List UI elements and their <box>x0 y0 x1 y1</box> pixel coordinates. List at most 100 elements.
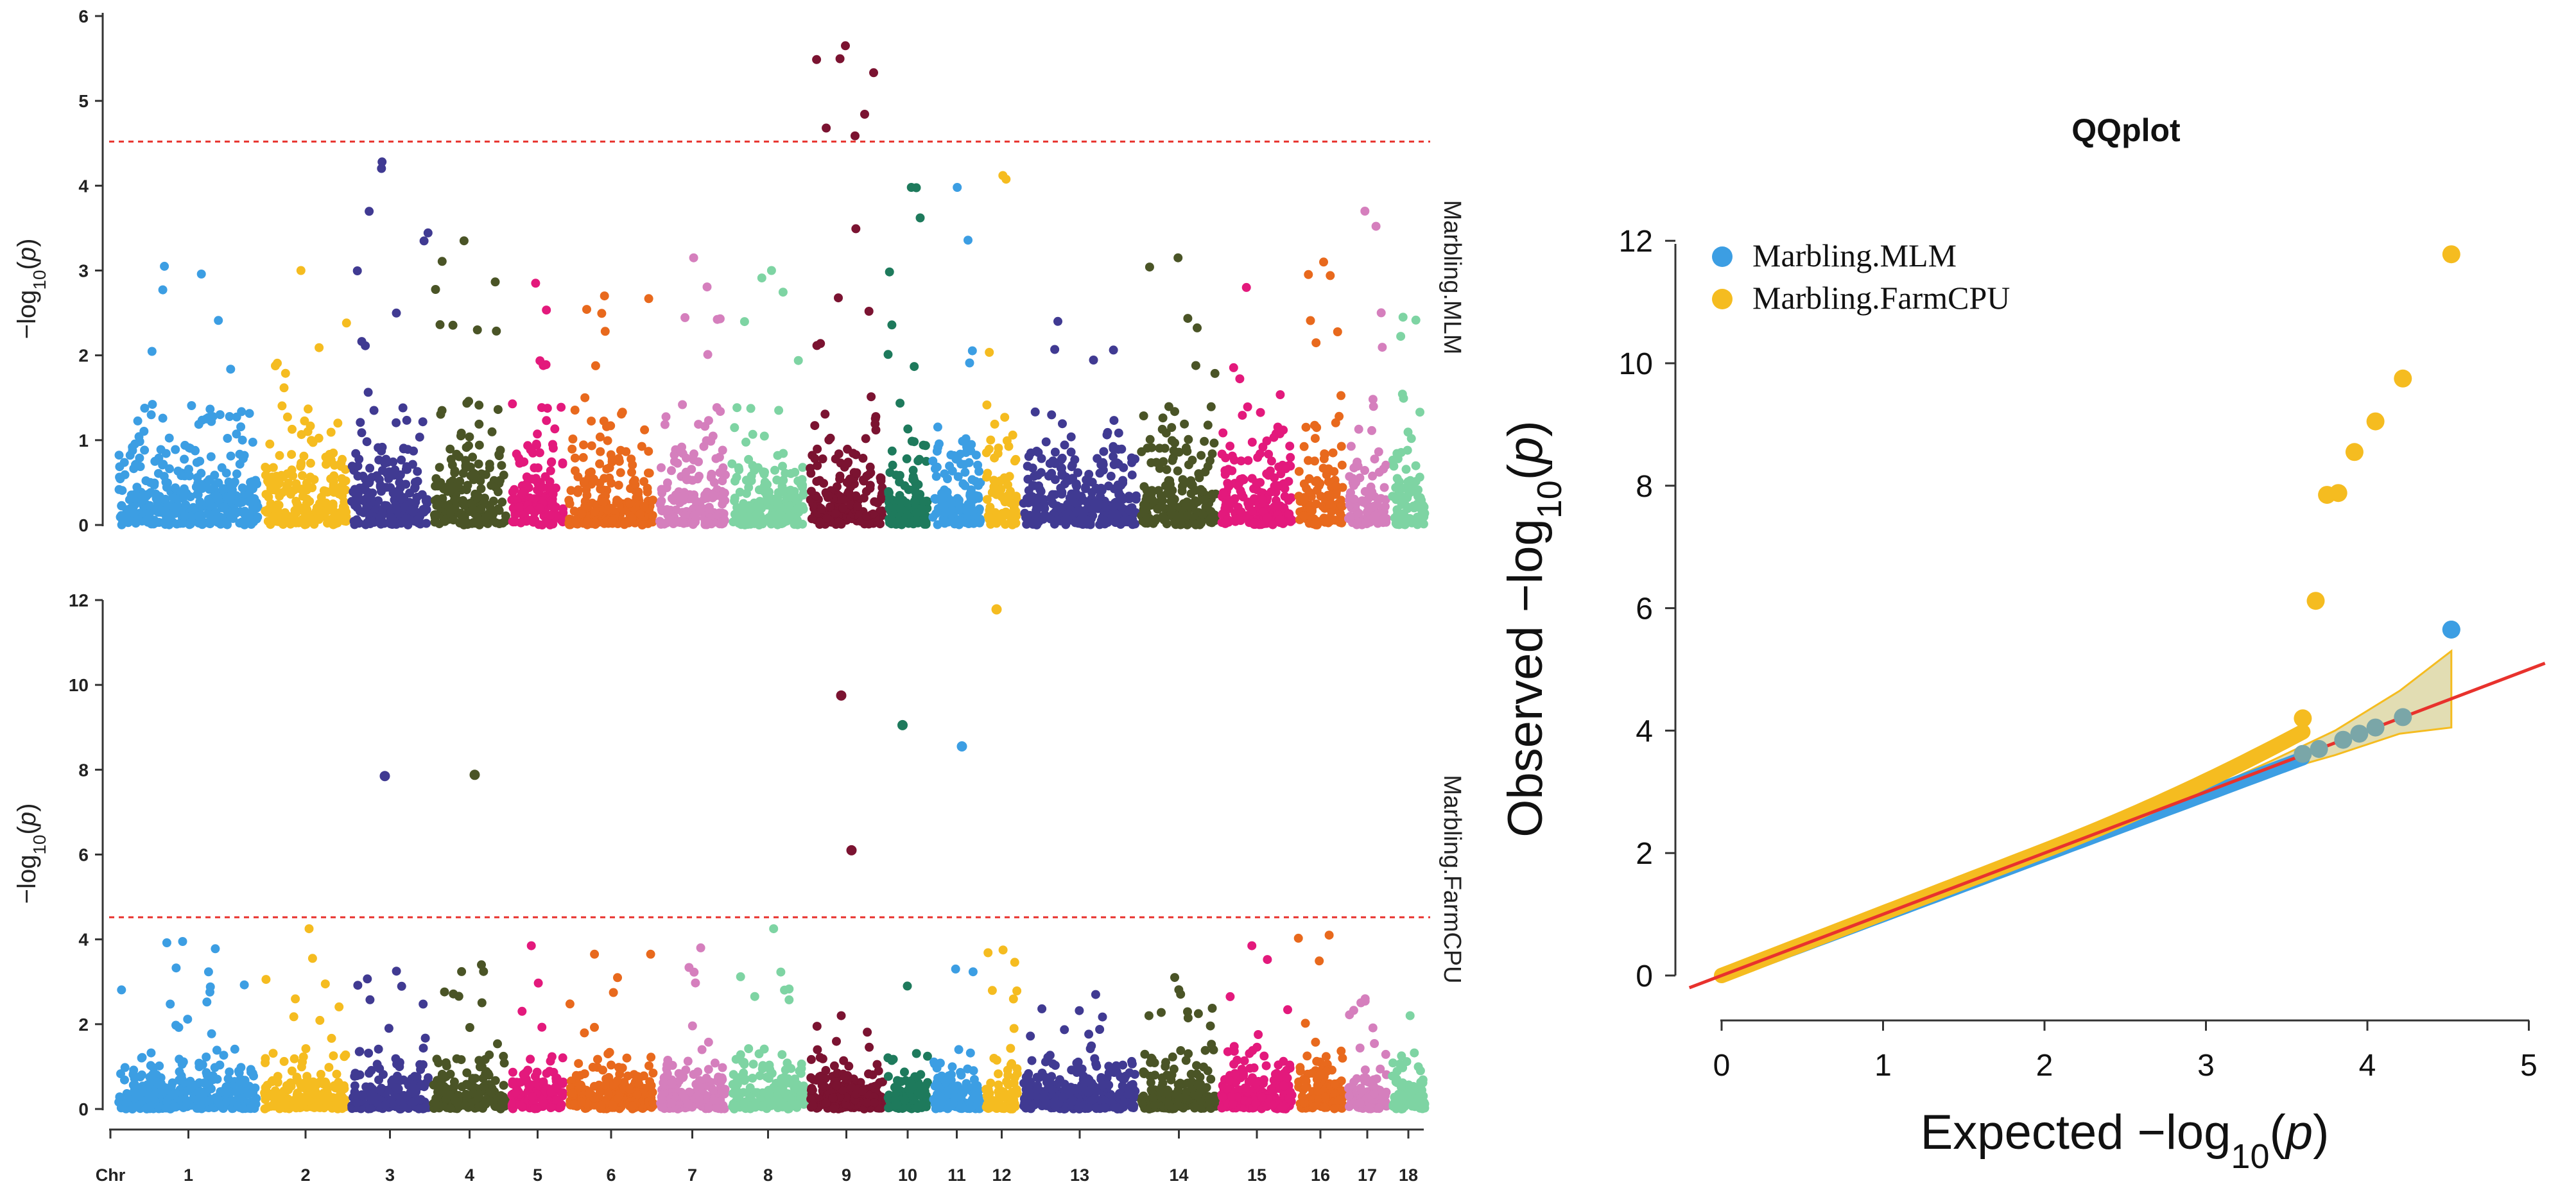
chr-1-point <box>114 451 124 460</box>
chr-5-point <box>548 443 558 453</box>
chr-10-point <box>883 350 893 359</box>
chr-3-point <box>418 417 428 427</box>
chr-1-point <box>123 1097 133 1106</box>
chr-6-point <box>568 434 578 443</box>
chr-15-point <box>1238 411 1247 420</box>
chr-3-point <box>415 433 424 442</box>
chr-7-point <box>657 1103 666 1112</box>
chr-8-point <box>793 356 803 365</box>
chr-8-point <box>779 476 788 485</box>
chr-6-point <box>595 1088 605 1097</box>
chr-9-point <box>861 512 871 521</box>
chr-7-point <box>662 1069 672 1079</box>
chr-9-peak-point <box>841 41 850 51</box>
chr-17-point <box>1378 343 1387 352</box>
chr-1-point <box>162 938 171 947</box>
farmcpu-y-tick-label: 12 <box>69 590 89 610</box>
chr-7-point <box>679 1072 688 1081</box>
chr-5-point <box>542 416 551 426</box>
chr-9-point <box>812 341 822 350</box>
chr-1-point <box>175 1067 184 1076</box>
chr-8-point <box>784 501 794 510</box>
chr-5-point <box>546 1087 556 1097</box>
chr-4-point <box>499 1051 508 1061</box>
chr-8-point <box>770 465 779 475</box>
chr-1-point <box>236 1063 246 1072</box>
chr-10-point <box>900 481 910 490</box>
chr-14-point <box>1170 407 1179 417</box>
chr-7-point <box>707 469 716 479</box>
chr-6-point <box>565 514 575 524</box>
chr-4-point <box>479 1082 488 1092</box>
chr-1-point <box>150 478 159 488</box>
chr-3-point <box>362 503 372 512</box>
chr-9-point <box>834 293 843 303</box>
chr-10-point <box>887 320 897 330</box>
chr-1-point <box>178 519 187 528</box>
chr-4-peak-point <box>459 236 469 246</box>
chr-10-point <box>911 487 921 497</box>
chr-5-point <box>537 1022 547 1032</box>
chr-9-point <box>812 55 822 64</box>
chr-15-point <box>1238 474 1247 483</box>
chr-2-point <box>291 994 300 1004</box>
chr-17-point <box>1381 495 1390 504</box>
chr-1-point <box>144 509 154 519</box>
chr-9-point <box>877 492 886 501</box>
chr-4-point <box>429 510 439 520</box>
chr-8-point <box>731 1078 741 1087</box>
chr-4-point <box>440 517 450 526</box>
chr-13-point <box>1068 460 1077 470</box>
chr-4-point <box>434 1084 444 1093</box>
chr-4-point <box>440 987 449 997</box>
chr-1-point <box>159 460 168 469</box>
chr-8-point <box>739 1076 749 1085</box>
chr-1-point <box>225 412 234 421</box>
chr-4-point <box>474 440 484 450</box>
chr-15-point <box>1236 456 1246 466</box>
chr-4-point <box>481 470 490 479</box>
chr-3-point <box>397 981 406 991</box>
chr-3-point <box>392 1071 402 1081</box>
chr-8-point <box>777 1079 786 1088</box>
chr-4-point <box>454 452 464 461</box>
chr-6-point <box>619 520 629 529</box>
chr-2-point <box>279 520 288 529</box>
chr-6-point <box>578 452 588 462</box>
chr-8-point <box>781 1101 790 1111</box>
chr-3-point <box>350 1081 359 1090</box>
chr-12-point <box>982 495 992 504</box>
chr-14-point <box>1165 476 1175 485</box>
chr-1-point <box>119 458 129 467</box>
chr-1-point <box>173 467 183 476</box>
chr-4-point <box>497 461 506 470</box>
chr-2-point <box>307 954 317 963</box>
chr-7-point <box>704 503 713 513</box>
chr-17-point <box>1369 402 1378 411</box>
chr-8-point <box>727 459 737 469</box>
chr-4-point <box>446 1090 456 1100</box>
chr-9-point <box>851 224 861 234</box>
chr-4-point <box>448 320 458 330</box>
chr-1-point <box>212 1074 222 1084</box>
chr-2-point <box>309 1103 319 1112</box>
mlm-points <box>114 41 1430 529</box>
chr-6-point <box>614 481 623 490</box>
chr-1-point <box>200 1078 209 1088</box>
chr-9-point <box>820 409 830 419</box>
chr-16-point <box>1325 499 1335 509</box>
chr-13-peak-point <box>1053 316 1062 326</box>
mlm-panel-label: Marbling.MLM <box>1439 200 1465 355</box>
chr-1-point <box>205 497 214 506</box>
chr-4-point <box>431 285 440 294</box>
chr-9-point <box>822 123 831 133</box>
chr-13-point <box>1104 481 1113 491</box>
chr-4-point <box>433 481 442 491</box>
chr-3-point <box>365 463 375 473</box>
chr-7-point <box>657 463 666 472</box>
chr-5-point <box>547 1052 557 1062</box>
chr-16-point <box>1304 456 1313 465</box>
chr-2-point <box>306 458 315 468</box>
chr-13-point <box>1125 494 1134 503</box>
